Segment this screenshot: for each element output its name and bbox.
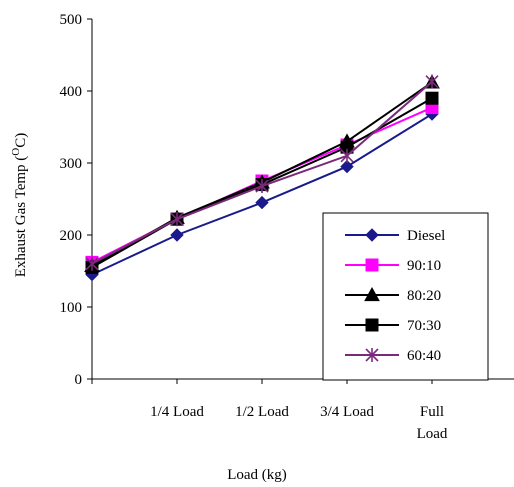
legend-label: 60:40 xyxy=(407,348,441,364)
y-tick-label: 500 xyxy=(60,12,83,28)
legend-label: 90:10 xyxy=(407,258,441,274)
y-tick-label: 200 xyxy=(60,228,83,244)
legend-marker xyxy=(365,258,379,272)
legend-entry: 70:30 xyxy=(345,318,441,334)
legend-box xyxy=(322,212,489,381)
legend-marker xyxy=(365,318,379,332)
legend-entry: Diesel xyxy=(345,228,445,244)
series-diesel xyxy=(85,107,439,282)
legend-entry: 60:40 xyxy=(345,348,441,364)
y-tick-label: 300 xyxy=(60,156,83,172)
data-point xyxy=(425,91,439,105)
legend-marker xyxy=(364,286,380,302)
x-tick-label: 1/4 Load xyxy=(150,404,204,420)
legend-label: Diesel xyxy=(407,228,445,244)
data-point xyxy=(255,179,269,194)
data-point xyxy=(425,74,439,89)
y-axis-title-end: C) xyxy=(13,133,29,148)
x-tick-label: Full Load xyxy=(417,404,448,442)
legend-entry: 90:10 xyxy=(345,258,441,274)
data-point xyxy=(340,159,354,174)
legend-entry: 80:20 xyxy=(345,286,441,304)
y-tick-label: 400 xyxy=(60,84,83,100)
data-point xyxy=(170,212,184,227)
x-axis-title: Load (kg) xyxy=(227,467,287,483)
data-point xyxy=(255,195,269,210)
legend: Diesel 90:10 80:20 70:30 60:40 xyxy=(322,212,489,381)
plot-area: 0 100 200 300 400 500 1/4 Load 1/2 Load 3/4 Load… xyxy=(60,12,514,442)
series-60-40 xyxy=(85,74,439,271)
data-point xyxy=(85,256,99,271)
legend-marker xyxy=(365,228,379,242)
y-axis-title-main: Exhaust Gas Temp ( xyxy=(13,156,29,278)
series-layer xyxy=(84,74,440,282)
y-axis-title: Exhaust Gas Temp (OC) xyxy=(10,133,29,278)
y-tick-label: 100 xyxy=(60,300,83,316)
legend-label: 70:30 xyxy=(407,318,441,334)
data-point xyxy=(340,148,354,163)
x-tick-label: 1/2 Load xyxy=(235,404,289,420)
data-point xyxy=(170,228,184,242)
x-tick-label: 3/4 Load xyxy=(320,404,374,420)
legend-label: 80:20 xyxy=(407,288,441,304)
legend-marker xyxy=(365,348,379,362)
y-axis-title-superscript: O xyxy=(10,148,22,156)
y-tick-label: 0 xyxy=(75,372,83,388)
